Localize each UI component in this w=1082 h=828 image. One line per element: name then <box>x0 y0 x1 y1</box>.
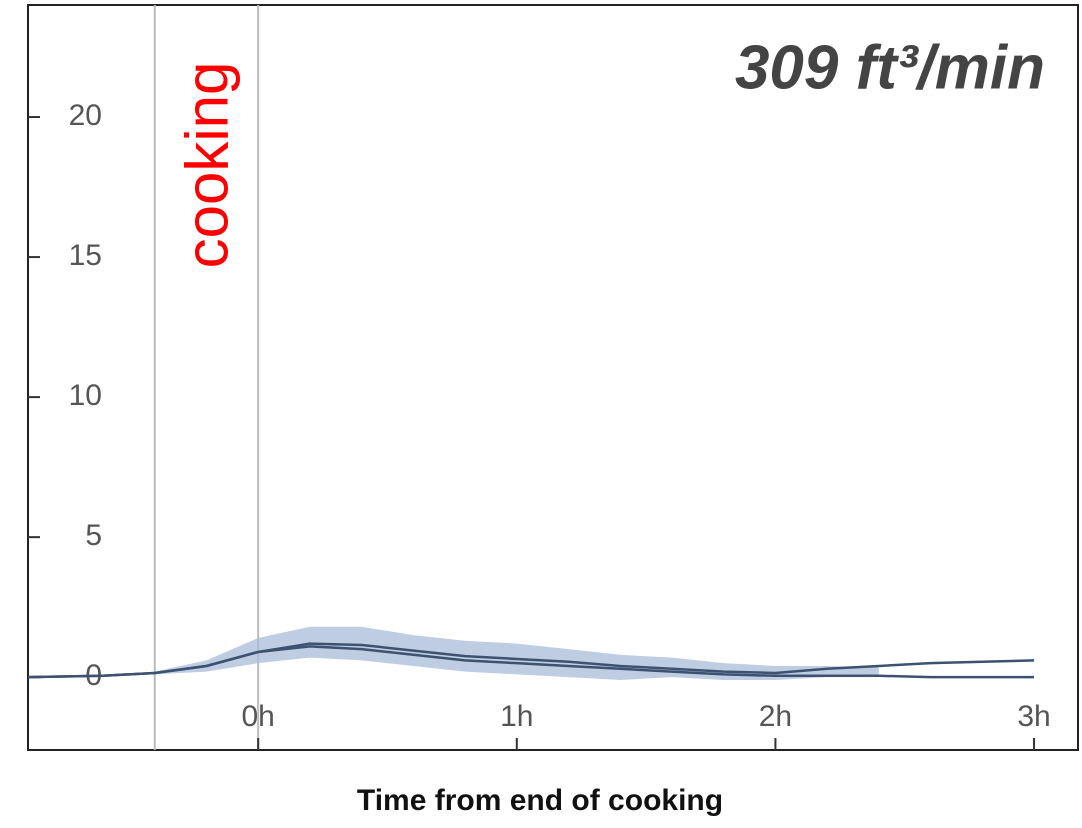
y-tick-label: 5 <box>85 519 102 552</box>
x-tick-label: 2h <box>759 700 792 733</box>
chart-title: 309 ft³/min <box>735 33 1045 102</box>
plot-frame <box>27 4 1079 751</box>
annotation: cooking <box>173 62 240 269</box>
confidence-band <box>154 626 879 680</box>
y-tick-label: 20 <box>69 99 102 132</box>
x-tick-label: 1h <box>500 700 533 733</box>
x-axis-label: Time from end of cooking <box>357 784 723 817</box>
x-tick-label: 0h <box>241 700 274 733</box>
x-tick-label: 3h <box>1017 700 1050 733</box>
line <box>27 645 1035 679</box>
y-tick-label: 10 <box>69 379 102 412</box>
y-tick-label: 15 <box>69 239 102 272</box>
